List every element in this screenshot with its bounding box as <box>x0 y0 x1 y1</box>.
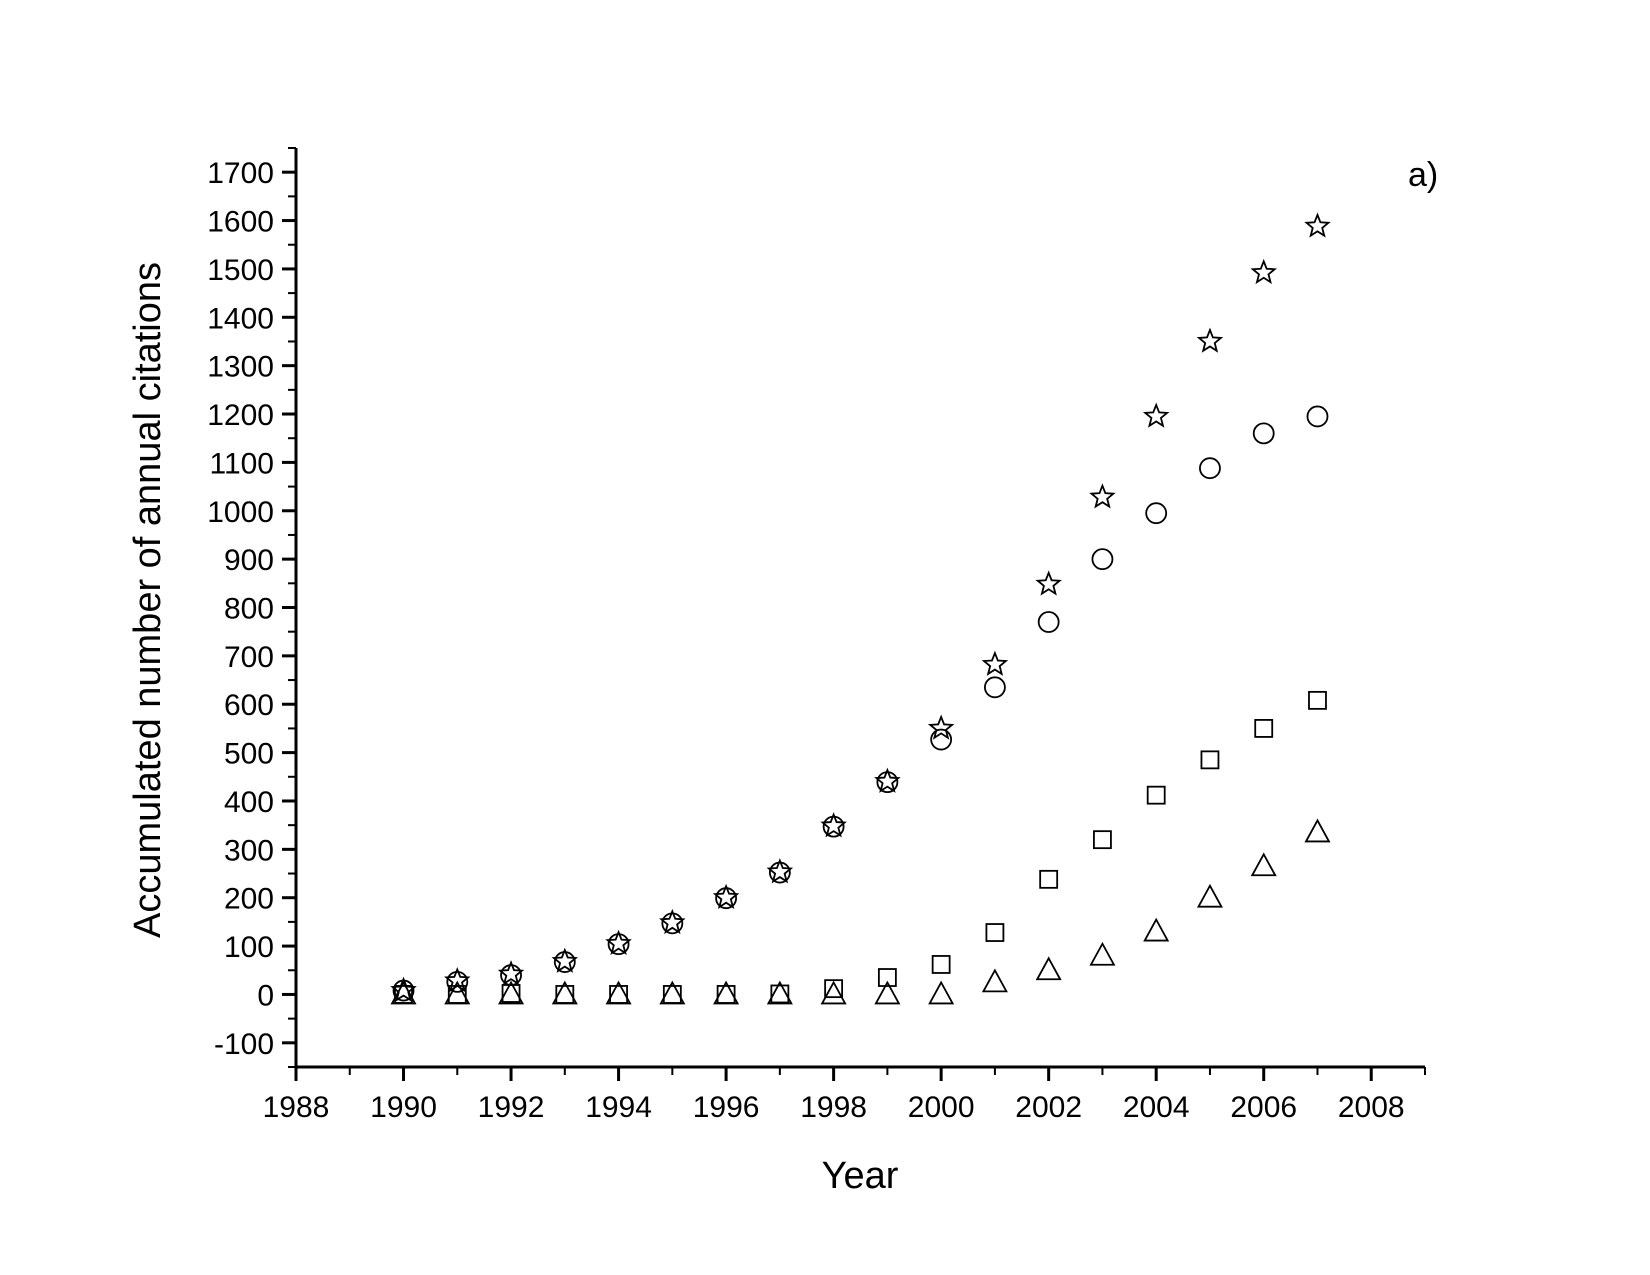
triangle-point <box>1089 941 1116 966</box>
star-point <box>1196 327 1224 353</box>
square-point <box>501 984 521 1003</box>
circle-point <box>553 951 576 973</box>
y-tick-label: 1500 <box>207 254 274 287</box>
star-point <box>1035 570 1062 596</box>
x-tick-label: 1994 <box>585 1091 652 1124</box>
triangle-point <box>1250 852 1277 877</box>
square-point <box>1093 830 1112 850</box>
square-point <box>931 955 951 974</box>
panel-label: a) <box>1408 156 1438 194</box>
triangle-point <box>766 980 793 1005</box>
y-tick-label: 900 <box>224 544 274 577</box>
triangle-point <box>498 980 525 1005</box>
square-point <box>1146 785 1166 805</box>
x-tick-label: 1990 <box>370 1091 437 1124</box>
star-point <box>1304 212 1331 238</box>
square-point <box>1200 750 1220 770</box>
star-point <box>927 714 955 740</box>
square-point <box>1308 690 1327 710</box>
y-tick-label: 1700 <box>207 157 274 190</box>
circle-point <box>984 676 1006 699</box>
y-tick-label: -100 <box>214 1028 274 1061</box>
y-tick-label: 400 <box>224 786 274 819</box>
circle-point <box>930 728 953 751</box>
circle-point <box>1252 422 1275 445</box>
square-point <box>985 923 1005 942</box>
y-tick-label: 200 <box>224 883 274 916</box>
star-point <box>1142 402 1170 428</box>
y-tick-label: 1400 <box>207 302 274 335</box>
circle-point <box>715 887 737 910</box>
square-point <box>877 968 897 987</box>
data-points <box>390 212 1331 1005</box>
square-point <box>1254 719 1274 738</box>
star-point <box>1250 258 1277 285</box>
x-tick-label: 1992 <box>478 1091 545 1124</box>
x-tick-label: 2004 <box>1123 1091 1190 1124</box>
triangle-point <box>390 980 417 1005</box>
y-tick-label: 100 <box>224 931 274 964</box>
triangle-point <box>659 980 686 1005</box>
triangle-point <box>444 980 471 1005</box>
circle-point <box>607 933 630 956</box>
x-tick-label: 2000 <box>908 1091 975 1124</box>
x-tick-label: 1988 <box>263 1091 330 1124</box>
circle-point <box>822 815 845 838</box>
triangle-point <box>928 980 955 1005</box>
circle-point <box>1037 611 1060 633</box>
triangle-point <box>713 980 740 1005</box>
x-tick-label: 2002 <box>1015 1091 1082 1124</box>
triangle-point <box>1304 818 1331 843</box>
y-tick-label: 500 <box>224 738 274 771</box>
y-tick-label: 1100 <box>209 447 274 480</box>
triangle-point <box>551 980 578 1005</box>
y-tick-label: 1000 <box>207 496 274 529</box>
circle-point <box>446 970 469 993</box>
y-tick-label: 0 <box>257 979 274 1012</box>
square-point <box>1039 869 1059 889</box>
star-point <box>1089 483 1116 509</box>
y-tick-label: 1300 <box>207 351 274 384</box>
x-tick-label: 2008 <box>1338 1091 1405 1124</box>
circle-point <box>1145 502 1168 525</box>
triangle-point <box>874 980 901 1005</box>
circle-point <box>768 861 791 884</box>
y-tick-label: 800 <box>224 593 274 626</box>
y-tick-label: 600 <box>224 689 274 722</box>
square-point <box>824 979 844 999</box>
y-tick-label: 1600 <box>207 206 274 239</box>
star-point <box>981 650 1009 676</box>
x-tick-label: 1996 <box>693 1091 760 1124</box>
circle-point <box>1199 457 1221 480</box>
y-tick-label: 1200 <box>207 399 274 432</box>
circle-point <box>661 912 684 935</box>
triangle-point <box>820 980 847 1005</box>
x-tick-label: 1998 <box>800 1091 867 1124</box>
x-axis-title: Year <box>822 1155 899 1197</box>
square-point <box>770 984 790 1004</box>
y-axis-title: Accumulated number of annual citations <box>127 262 169 938</box>
x-tick-label: 2006 <box>1230 1091 1297 1124</box>
triangle-point <box>981 968 1008 993</box>
triangle-point <box>1143 917 1170 942</box>
triangle-point <box>1196 883 1223 908</box>
triangle-point <box>605 980 632 1005</box>
circle-point <box>1306 405 1329 428</box>
y-tick-label: 700 <box>224 641 274 674</box>
circle-point <box>1091 548 1114 571</box>
triangle-point <box>1035 956 1062 981</box>
circle-point <box>876 771 899 794</box>
y-tick-label: 300 <box>224 834 274 867</box>
axes: -100 0 100 200 300 400 500 600 700 800 900 1000 1100… <box>207 147 1426 1124</box>
